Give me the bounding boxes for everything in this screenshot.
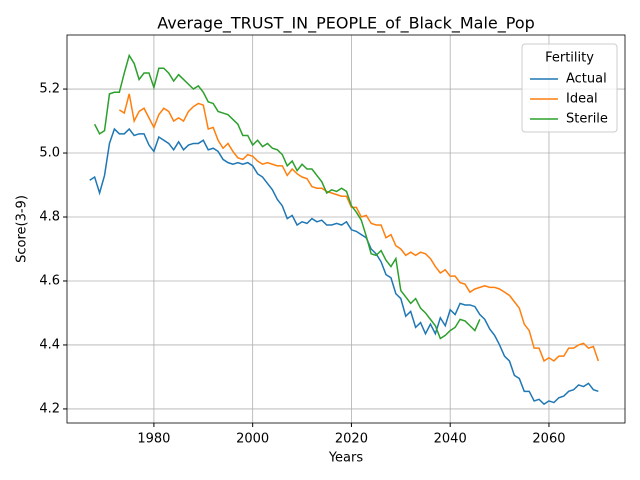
y-tick-label: 4.6	[39, 273, 60, 288]
legend-box	[521, 43, 618, 133]
x-tick-label: 2040	[434, 432, 467, 447]
legend-label: Actual	[566, 72, 607, 87]
y-tick-label: 4.2	[39, 401, 60, 416]
y-tick-label: 5.2	[39, 82, 60, 97]
y-axis-label: Score(3-9)	[15, 195, 30, 263]
y-tick-label: 4.4	[39, 337, 60, 352]
line-series	[93, 53, 481, 340]
legend-title: Fertility	[545, 51, 594, 66]
x-tick-label: 1980	[137, 432, 170, 447]
x-axis-label: Years	[328, 451, 364, 466]
line-series	[118, 93, 600, 363]
x-tick-label: 2060	[532, 432, 565, 447]
y-tick-label: 4.8	[39, 210, 60, 225]
x-tick-label: 2020	[335, 432, 368, 447]
y-tick-label: 5.0	[39, 146, 60, 161]
line-series	[89, 127, 599, 406]
legend-label: Ideal	[566, 92, 598, 107]
x-tick-label: 2000	[236, 432, 269, 447]
chart-title: Average_TRUST_IN_PEOPLE_of_Black_Male_Po…	[157, 14, 535, 34]
plot-frame	[66, 34, 626, 424]
legend-label: Sterile	[566, 112, 608, 127]
